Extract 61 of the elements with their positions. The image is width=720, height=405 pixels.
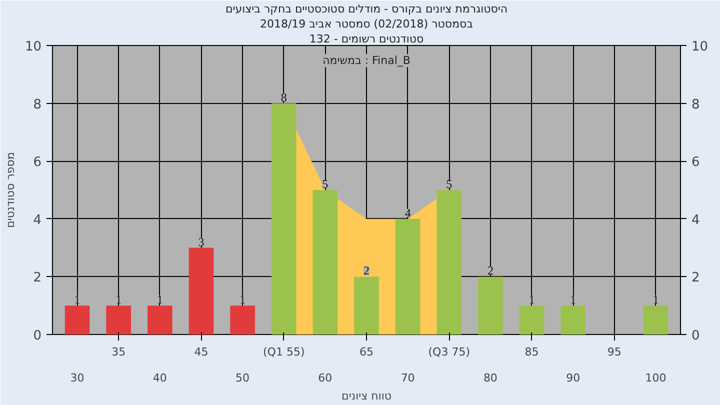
text: בסמסטר (02/2018) סמסטר אביב 2018/19 <box>260 18 474 30</box>
x-tick-label: 30 <box>70 372 84 384</box>
y2-tick-label: 6 <box>692 155 700 170</box>
x-tick-label: 50 <box>236 372 250 384</box>
y-tick-label: 6 <box>33 155 42 170</box>
bar <box>230 306 255 334</box>
data-label: 8 <box>280 90 287 104</box>
data-label: 5 <box>322 177 328 191</box>
bar <box>395 218 420 334</box>
y-tick-label: 4 <box>33 212 42 228</box>
x-tick-label: 85 <box>524 346 539 358</box>
y2-tick-label: 0 <box>692 328 700 344</box>
y-tick-label: 10 <box>24 40 42 54</box>
x-tick-label: 60 <box>318 372 332 384</box>
bar <box>312 190 338 334</box>
x-tick-label: 40 <box>152 372 167 384</box>
bar <box>188 248 214 334</box>
x-tick-label: 70 <box>400 372 415 384</box>
x-tick-label: (Q1 55) <box>263 346 305 358</box>
y-tick-label: 8 <box>33 97 42 112</box>
data-label: 1 <box>156 292 163 307</box>
x-axis-title: טווח ציונים <box>342 390 392 402</box>
data-label: 1 <box>570 292 576 307</box>
bar <box>436 190 462 334</box>
bar <box>478 276 503 334</box>
y2-tick-label: 4 <box>692 212 700 228</box>
y2-tick-label: 10 <box>692 40 708 54</box>
text: סטודנטים רשומים - 132 <box>309 32 424 46</box>
data-label: 1 <box>74 292 80 307</box>
data-label: 3 <box>198 234 204 249</box>
x-tick-label: 65 <box>360 346 374 358</box>
annotation: במשימה : Final_B <box>322 54 410 68</box>
y-tick-label: 0 <box>33 328 42 344</box>
chart-title: היסטוגרמת ציונים בקורס - מודלים סטוכסטיים בחקר ביצועים <box>225 2 508 16</box>
bar <box>271 103 296 334</box>
y-axis-title: מספר סטודנטים <box>4 152 17 228</box>
x-tick-label: (Q3 75) <box>428 346 470 358</box>
y2-tick-label: 8 <box>692 97 700 112</box>
x-tick-label: 35 <box>112 346 126 358</box>
data-label: 5 <box>446 177 452 191</box>
data-label: 2 <box>364 264 370 278</box>
x-tick-label: 90 <box>566 372 580 384</box>
data-label: 4 <box>404 206 411 220</box>
y2-tick-label: 2 <box>692 270 700 286</box>
x-tick-label: 45 <box>194 346 208 358</box>
bar <box>64 306 90 334</box>
bar <box>106 306 131 334</box>
bar <box>643 306 668 334</box>
x-tick-label: 95 <box>607 346 622 358</box>
x-tick-label: 80 <box>483 372 498 384</box>
data-label: 1 <box>652 292 659 307</box>
bar <box>354 276 379 334</box>
bar <box>519 306 544 334</box>
bar <box>560 306 586 334</box>
data-label: 1 <box>528 292 535 307</box>
data-label: 1 <box>240 292 246 307</box>
x-tick-label: 100 <box>645 372 666 384</box>
y-tick-label: 2 <box>33 270 42 286</box>
bar <box>148 306 172 334</box>
data-label: 2 <box>487 264 494 278</box>
data-label: 1 <box>116 292 122 307</box>
